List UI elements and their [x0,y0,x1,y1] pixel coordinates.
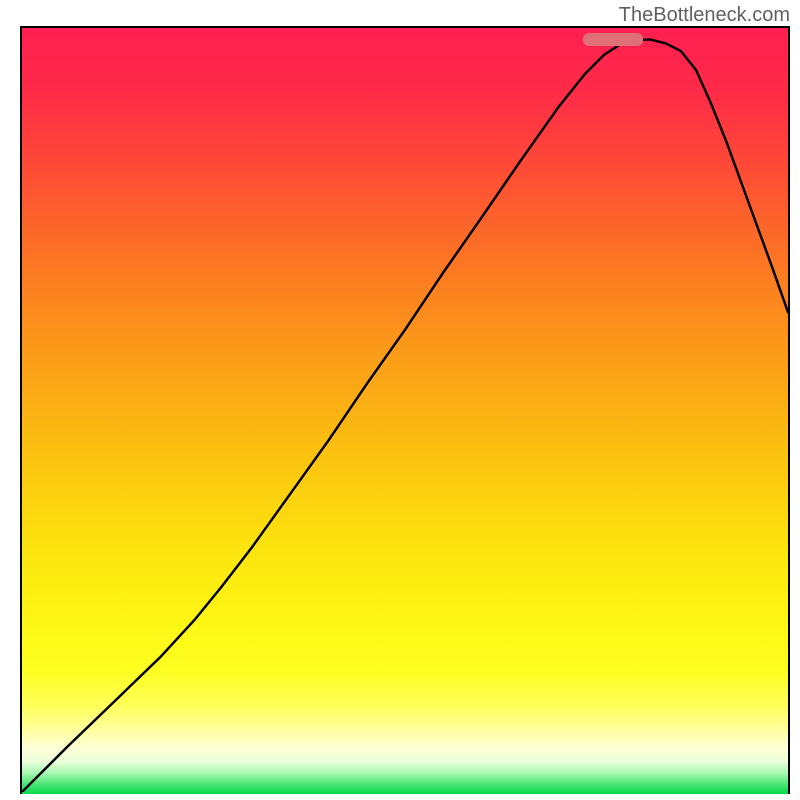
chart-container: TheBottleneck.com [0,0,800,800]
chart-area [20,26,790,794]
watermark-text: TheBottleneck.com [619,4,790,27]
optimal-marker [583,33,643,46]
curve-line [22,28,788,792]
